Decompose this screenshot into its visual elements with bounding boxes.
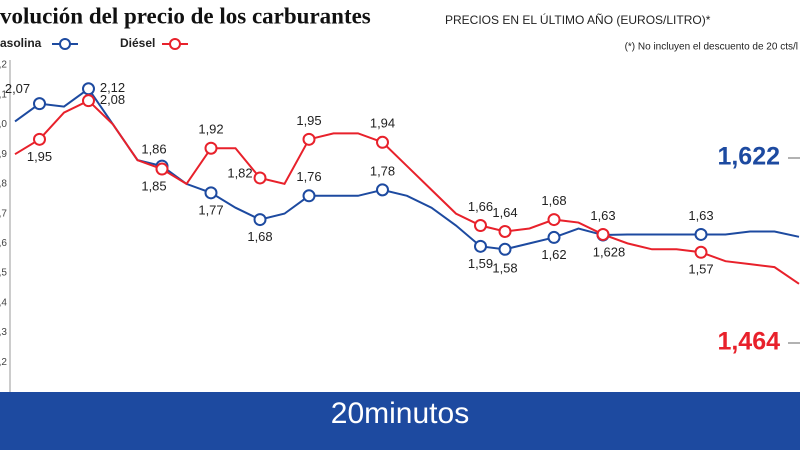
chart-subtitle: PRECIOS EN EL ÚLTIMO AÑO (EUROS/LITRO)* (445, 12, 711, 27)
y-tick-label: 1,2 (0, 357, 7, 368)
data-label: 2,12 (100, 80, 125, 95)
y-tick-label: 2,2 (0, 60, 7, 71)
series-line (14, 87, 800, 251)
data-label: 1,62 (541, 247, 566, 262)
y-tick-label: 2,0 (0, 119, 7, 130)
data-label: 1,94 (370, 116, 395, 131)
point-marker (694, 245, 708, 259)
data-label: 1,64 (492, 205, 517, 220)
point-marker (302, 132, 316, 146)
y-tick-label: 1,4 (0, 297, 7, 308)
point-marker (82, 94, 95, 108)
y-tick-label: 1,8 (0, 179, 7, 190)
point-marker (33, 132, 46, 146)
data-label: 1,59 (468, 256, 493, 271)
chart-title: volución del precio de los carburantes (0, 3, 371, 28)
data-label: 1,58 (492, 261, 517, 276)
series-line (14, 99, 800, 285)
data-label: 1,78 (370, 163, 395, 178)
point-marker (547, 213, 561, 227)
data-label: 1,57 (688, 262, 713, 277)
data-label: 1,82 (227, 165, 252, 180)
point-marker (204, 186, 218, 200)
y-tick-label: 1,6 (0, 238, 7, 249)
data-label: 2,07 (5, 81, 30, 96)
point-marker (253, 213, 267, 227)
legend-label: Diésel (120, 36, 155, 50)
point-marker (253, 171, 267, 185)
point-marker (474, 239, 487, 253)
note: (*) No incluyen el descuento de 20 cts/l (625, 42, 798, 53)
point-marker (376, 135, 389, 149)
end-label: 1,622 (717, 143, 780, 171)
point-marker (474, 219, 487, 233)
data-label: 1,95 (296, 113, 321, 128)
legend-label: asolina (0, 36, 42, 50)
data-label: 1,66 (468, 199, 493, 214)
data-label: 1,68 (247, 229, 272, 244)
data-label: 1,86 (141, 142, 166, 157)
data-label: 1,63 (688, 208, 713, 223)
data-label: 1,95 (27, 149, 52, 164)
legend-marker (59, 38, 71, 50)
point-marker (498, 224, 512, 238)
point-marker (82, 82, 95, 96)
point-marker (596, 227, 610, 241)
brand-banner (0, 392, 800, 450)
data-label: 1,77 (198, 202, 223, 217)
legend-marker (169, 38, 181, 50)
point-marker (33, 97, 46, 111)
point-marker (376, 183, 389, 197)
brand: 20minutos (331, 397, 469, 430)
data-label: 1,85 (141, 178, 166, 193)
data-label: 1,63 (590, 208, 615, 223)
end-label: 1,464 (717, 328, 780, 356)
data-label: 1,92 (198, 122, 223, 137)
data-label: 2,08 (100, 92, 125, 107)
point-marker (204, 141, 218, 155)
y-tick-label: 2,1 (0, 89, 7, 100)
y-tick-label: 1,9 (0, 149, 7, 160)
point-marker (155, 162, 169, 176)
data-label: 1,628 (593, 244, 626, 259)
data-label: 1,76 (296, 169, 321, 184)
y-tick-label: 1,3 (0, 327, 7, 338)
point-marker (547, 230, 561, 244)
point-marker (302, 189, 316, 203)
point-marker (498, 242, 512, 256)
point-marker (694, 227, 708, 241)
y-tick-label: 1,5 (0, 268, 7, 279)
y-tick-label: 1,7 (0, 208, 7, 219)
data-label: 1,68 (541, 193, 566, 208)
